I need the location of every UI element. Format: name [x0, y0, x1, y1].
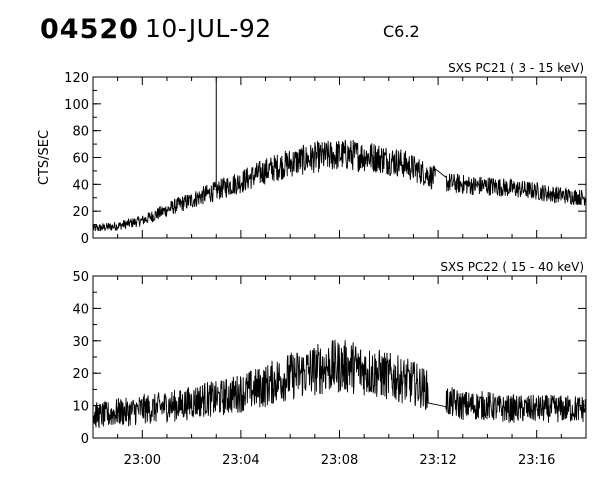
panel-title: SXS PC21 ( 3 - 15 keV): [448, 61, 584, 75]
flare-class: C6.2: [383, 22, 420, 41]
y-tick-label: 20: [72, 205, 89, 220]
x-tick-label: 23:08: [321, 453, 358, 468]
y-tick-label: 0: [81, 432, 89, 447]
y-tick-label: 50: [72, 270, 89, 285]
y-tick-label: 0: [81, 232, 89, 247]
y-tick-label: 30: [72, 335, 89, 350]
y-tick-label: 20: [72, 367, 89, 382]
x-tick-label: 23:04: [222, 453, 259, 468]
y-tick-label: 100: [64, 98, 89, 113]
chart-panel-1: SXS PC21 ( 3 - 15 keV) 0 20 40 60 80 100 120 CTS…: [37, 61, 587, 247]
event-date: 10-JUL-92: [145, 14, 272, 43]
y-tick-label: 60: [72, 152, 89, 167]
x-tick-label: 23:12: [419, 453, 456, 468]
y-tick-label: 40: [72, 178, 89, 193]
event-id: 04520: [40, 14, 139, 45]
x-tick-label: 23:16: [518, 453, 555, 468]
x-tick-label: 23:00: [124, 453, 161, 468]
y-tick-label: 10: [72, 400, 89, 415]
y-tick-label: 120: [64, 71, 89, 86]
y-tick-label: 40: [72, 302, 89, 317]
series-line: [92, 339, 587, 428]
y-tick-label: 80: [72, 125, 89, 140]
chart-panel-2: SXS PC22 ( 15 - 40 keV) 0 10 20 30 40 50 23:00 2…: [72, 260, 587, 468]
panel-title: SXS PC22 ( 15 - 40 keV): [440, 260, 584, 274]
series-line: [92, 139, 587, 232]
y-axis-label: CTS/SEC: [37, 130, 52, 185]
